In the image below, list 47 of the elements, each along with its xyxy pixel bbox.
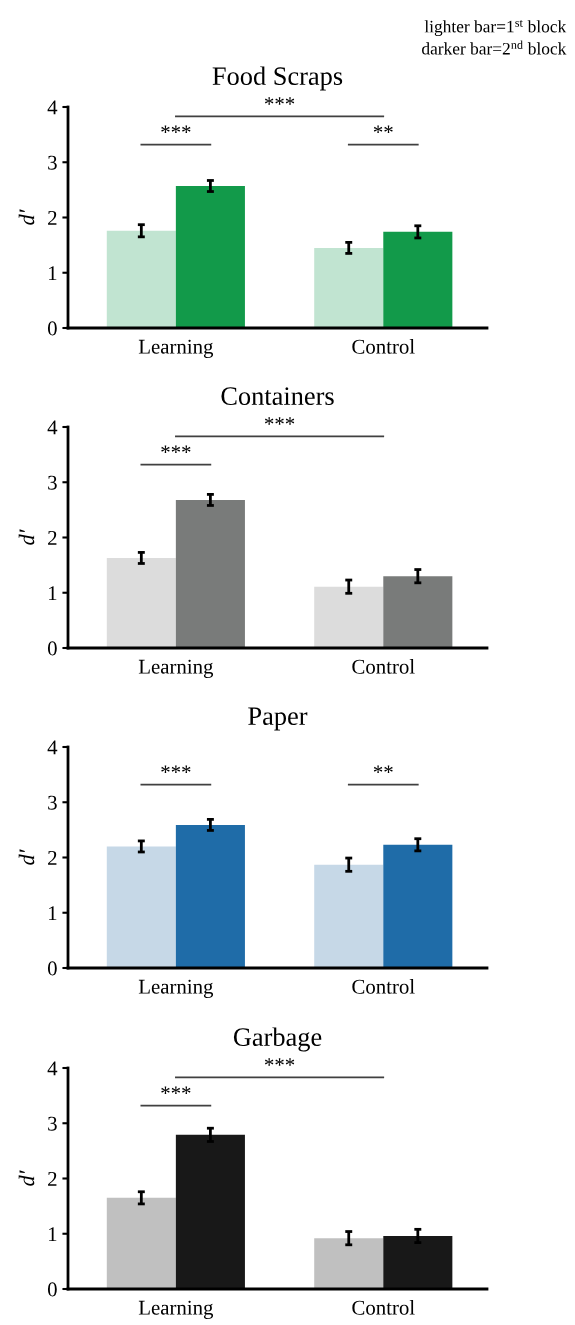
- x-tick-label: Learning: [138, 339, 214, 358]
- y-axis-title: d′: [18, 529, 35, 545]
- x-tick-label: Control: [352, 1300, 415, 1315]
- annotation: **: [373, 125, 393, 134]
- y-tick-label: 2: [48, 530, 57, 545]
- y-axis-title: d′: [18, 1170, 35, 1186]
- annotation: ***: [161, 765, 191, 774]
- text: ***: [264, 417, 295, 425]
- text: ***: [264, 97, 295, 105]
- y-axis-title: d′: [18, 209, 35, 225]
- x-tick-label: Control: [352, 339, 415, 354]
- x-tick-label: Learning: [138, 979, 214, 998]
- y-tick-label: 3: [48, 475, 57, 490]
- x-tick-label: Control: [352, 979, 415, 994]
- y-tick-label: 1: [49, 906, 57, 920]
- annotation: **: [373, 765, 393, 774]
- annotation: ***: [161, 1086, 191, 1095]
- y-axis-title: d′: [18, 849, 35, 865]
- y-tick-label: 0: [47, 1282, 57, 1297]
- y-tick-label: 4: [47, 1061, 58, 1076]
- y-tick-label: 2: [48, 850, 57, 865]
- text: ***: [264, 1058, 295, 1066]
- y-tick-label: 2: [48, 1171, 57, 1186]
- y-tick-label: 3: [48, 155, 57, 170]
- y-tick-label: 4: [47, 100, 58, 115]
- chart-title: Food Scraps: [212, 66, 343, 91]
- y-tick-label: 3: [48, 795, 57, 810]
- chart-title: Paper: [248, 707, 308, 731]
- y-tick-label: 4: [47, 740, 58, 755]
- x-tick-label: Control: [352, 659, 415, 674]
- x-tick-label: Learning: [138, 1300, 214, 1319]
- y-tick-label: 1: [49, 1227, 57, 1241]
- y-tick-label: 3: [48, 1116, 57, 1131]
- y-tick-label: 4: [47, 420, 58, 435]
- chart-title: Containers: [221, 387, 334, 406]
- text: lighter bar=1$^{st}$ block: [424, 19, 567, 37]
- y-tick-label: 0: [47, 321, 57, 336]
- y-tick-label: 1: [49, 266, 57, 280]
- y-tick-label: 0: [47, 641, 57, 656]
- annotation: ***: [161, 445, 191, 454]
- y-tick-label: 2: [48, 210, 57, 225]
- x-tick-label: Learning: [138, 659, 214, 678]
- chart-title: Garbage: [233, 1027, 322, 1052]
- y-tick-label: 0: [47, 961, 57, 976]
- text: darker bar=2$^{nd}$ block: [422, 40, 567, 55]
- annotation: ***: [161, 125, 191, 134]
- y-tick-label: 1: [49, 586, 57, 600]
